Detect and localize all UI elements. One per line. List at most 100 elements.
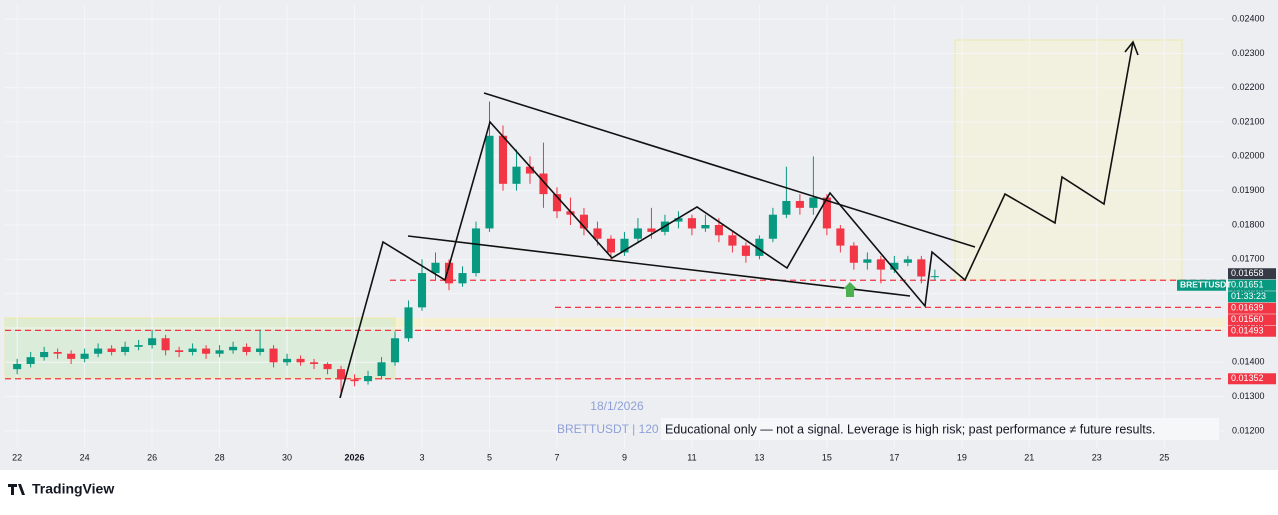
x-tick-label: 5 (487, 452, 492, 462)
candle-body (539, 173, 548, 195)
candle-body (377, 362, 386, 377)
brand-icon (8, 484, 25, 495)
price-tag-label: 0.01639 (1231, 303, 1264, 313)
candle-body (755, 238, 764, 256)
candle-body (876, 259, 885, 270)
candle-body (13, 364, 22, 370)
x-tick-label: 11 (687, 452, 696, 462)
x-tick-label: 13 (754, 452, 764, 462)
candle-body (296, 358, 305, 363)
x-tick-label: 15 (822, 452, 832, 462)
candle-body (782, 200, 791, 215)
arrow-head (1124, 40, 1139, 56)
x-tick-label: 24 (80, 452, 90, 462)
y-tick-label: 0.01800 (1232, 219, 1265, 229)
price-tag (1228, 302, 1276, 314)
candle-body (552, 194, 562, 212)
candle-body (336, 369, 346, 380)
candle-body (26, 357, 35, 365)
brand: TradingView (32, 481, 114, 497)
y-axis: 0.012000.013000.014000.015000.016000.017… (1177, 13, 1276, 435)
y-tick-label: 0.02300 (1232, 48, 1265, 58)
candle-body (417, 273, 427, 308)
candle-body (728, 235, 737, 246)
candle-body (863, 259, 872, 263)
candle-body (930, 276, 939, 278)
candle-body (674, 218, 683, 222)
candle-body (822, 197, 831, 229)
candle-body (620, 238, 629, 253)
up-arrow-icon (843, 282, 857, 297)
zone-box (4, 317, 396, 379)
x-tick-label: 28 (215, 452, 225, 462)
candle-body (67, 353, 76, 359)
y-tick-label: 0.01200 (1232, 425, 1265, 435)
price-tag-label: 0.01651 (1231, 280, 1264, 290)
candle-body (256, 348, 265, 352)
candle-body (148, 338, 157, 346)
y-tick-label: 0.01300 (1232, 391, 1265, 401)
candle-body (350, 379, 359, 382)
x-tick-label: 22 (12, 452, 22, 462)
price-tag (1228, 268, 1276, 280)
candle-body (242, 346, 251, 352)
candle-body (215, 350, 224, 354)
x-axis: 22 24 26 28 30 2026 3 5 7 9 11 13 15 17 19 21 23 25 (12, 452, 1169, 462)
candle-body (363, 376, 373, 382)
x-tick-label: 19 (957, 452, 967, 462)
trendline (407, 235, 911, 297)
x-tick-label: 17 (889, 452, 899, 462)
candle-body (890, 262, 899, 270)
drawings (339, 40, 1139, 399)
y-tick-label: 0.02200 (1232, 82, 1265, 92)
x-tick-label: 9 (622, 452, 627, 462)
y-tick-label: 0.01700 (1232, 254, 1265, 264)
candle-body (310, 362, 319, 365)
candle-body (714, 225, 723, 236)
candle-body (498, 135, 508, 184)
candle-body (809, 197, 818, 208)
y-tick-label: 0.02000 (1232, 151, 1265, 161)
candle-body (566, 211, 575, 215)
watermark-symbol: BRETTUSDT | 120 (557, 422, 659, 436)
y-tick-label: 0.02100 (1232, 116, 1265, 126)
candle-body (593, 228, 602, 239)
price-tag (1228, 279, 1276, 291)
symbol-tag-label: BRETTUSDT (1180, 279, 1232, 289)
candle-body (512, 166, 521, 184)
candle-body (849, 245, 858, 263)
price-tag-label: 0.01352 (1231, 373, 1264, 383)
candle-body (525, 166, 535, 174)
candle-body (40, 351, 49, 358)
x-tick-label: 3 (420, 452, 425, 462)
candle-body (917, 259, 926, 277)
x-tick-label: 21 (1024, 452, 1034, 462)
candle-body (768, 214, 777, 239)
candle-body (633, 228, 642, 239)
x-tick-label: 25 (1159, 452, 1169, 462)
watermark-date: 18/1/2026 (590, 399, 644, 413)
candle-body (229, 346, 238, 351)
candle-body (836, 228, 845, 246)
y-tick-label: 0.02400 (1232, 13, 1265, 23)
candle-body (53, 351, 62, 354)
target-box (954, 39, 1183, 281)
x-tick-label: 2026 (345, 452, 365, 462)
candle-body (458, 273, 467, 284)
candle-body (107, 348, 116, 352)
candle-body (161, 338, 170, 351)
candle-body (579, 214, 589, 229)
annotation: Educational only — not a signal. Leverag… (665, 422, 1155, 436)
candle-body (687, 218, 696, 229)
trendline (483, 92, 976, 248)
y-tick-label: 0.01900 (1232, 185, 1265, 195)
candle-body (80, 353, 89, 359)
candle-body (283, 358, 292, 363)
candle-body (188, 348, 197, 352)
candle-body (606, 238, 615, 253)
candle-body (134, 345, 143, 347)
price-tag (1228, 314, 1276, 326)
brand-logo: TradingView (8, 481, 114, 497)
candle-body (404, 307, 413, 339)
